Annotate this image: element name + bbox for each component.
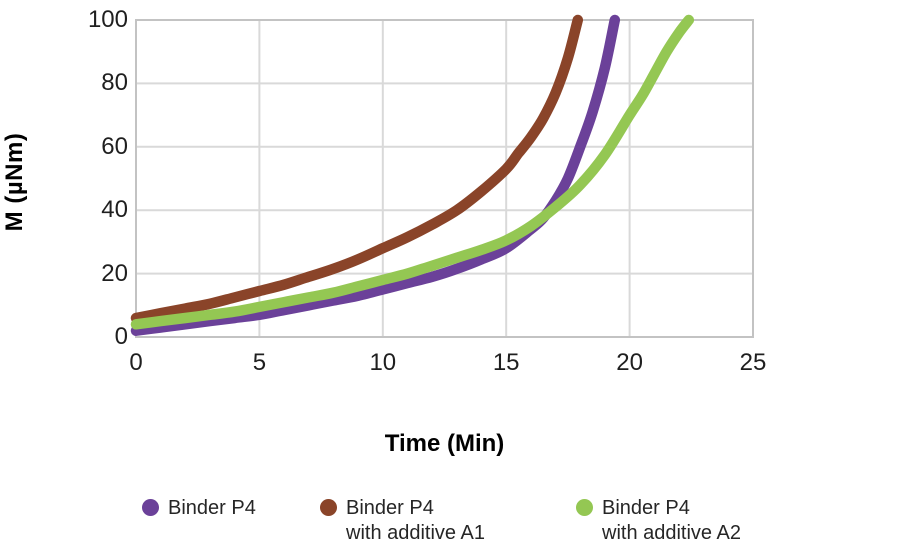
legend-item-binder-p4: Binder P4 bbox=[142, 496, 256, 521]
y-tick-label: 20 bbox=[101, 260, 128, 287]
x-tick-label: 10 bbox=[369, 349, 397, 376]
y-tick-label: 0 bbox=[114, 323, 128, 350]
y-tick-label: 80 bbox=[101, 69, 128, 96]
legend-label-line2: with additive A2 bbox=[602, 522, 741, 544]
curve-binder-p4-with-additive-a2 bbox=[130, 14, 695, 330]
legend-label: Binder P4 bbox=[168, 497, 256, 519]
curve-binder-p4 bbox=[130, 14, 621, 336]
legend-marker-binder-p4-a1-icon bbox=[320, 499, 337, 516]
legend-item-binder-p4-additive-a2: Binder P4 with additive A2 bbox=[576, 496, 741, 546]
curve-binder-p4-with-additive-a1 bbox=[130, 14, 584, 324]
x-tick-label: 0 bbox=[129, 349, 143, 376]
legend-marker-binder-p4-icon bbox=[142, 499, 159, 516]
x-tick-label: 15 bbox=[492, 349, 520, 376]
x-axis-title: Time (Min) bbox=[384, 430, 505, 457]
y-axis-title: M (µNm) bbox=[1, 132, 28, 232]
legend-label: Binder P4 bbox=[602, 497, 690, 519]
y-tick-label: 60 bbox=[101, 133, 128, 160]
legend-item-binder-p4-additive-a1: Binder P4 with additive A1 bbox=[320, 496, 485, 546]
legend-marker-binder-p4-a2-icon bbox=[576, 499, 593, 516]
legend-label-line2: with additive A1 bbox=[346, 522, 485, 544]
y-tick-label: 100 bbox=[87, 6, 128, 33]
y-tick-label: 40 bbox=[101, 196, 128, 223]
x-tick-label: 5 bbox=[252, 349, 267, 376]
x-tick-label: 20 bbox=[616, 349, 643, 376]
legend-label: Binder P4 bbox=[346, 497, 434, 519]
x-tick-label: 25 bbox=[739, 349, 767, 376]
